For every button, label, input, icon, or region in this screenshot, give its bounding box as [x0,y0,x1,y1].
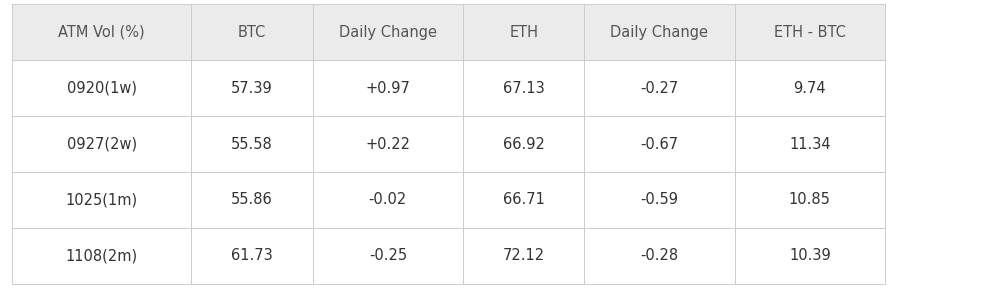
Text: -0.02: -0.02 [369,192,407,207]
Text: BTC: BTC [238,25,266,40]
Bar [313,60,463,116]
Bar [12,172,192,228]
Bar [735,172,885,228]
Text: Daily Change: Daily Change [339,25,436,40]
Bar [192,4,313,60]
Bar [313,116,463,172]
Text: ETH - BTC: ETH - BTC [774,25,846,40]
Text: -0.25: -0.25 [369,248,407,263]
Text: 1025(1m): 1025(1m) [66,192,138,207]
Bar [735,60,885,116]
Text: -0.28: -0.28 [640,248,679,263]
Text: 0920(1w): 0920(1w) [67,81,136,96]
Text: 10.39: 10.39 [789,248,831,263]
Bar [735,4,885,60]
Text: 10.85: 10.85 [789,192,831,207]
Bar [463,60,584,116]
Text: -0.67: -0.67 [640,137,679,151]
Bar [463,228,584,284]
Bar [735,228,885,284]
Bar [463,116,584,172]
Text: +0.97: +0.97 [366,81,411,96]
Text: 61.73: 61.73 [232,248,273,263]
Text: 1108(2m): 1108(2m) [66,248,138,263]
Bar [584,172,735,228]
Bar [192,60,313,116]
Bar [584,116,735,172]
Text: 0927(2w): 0927(2w) [67,137,137,151]
Text: ETH: ETH [509,25,538,40]
Text: +0.22: +0.22 [366,137,411,151]
Text: 66.71: 66.71 [503,192,545,207]
Bar [584,60,735,116]
Text: 67.13: 67.13 [503,81,545,96]
Bar [12,228,192,284]
Bar [313,172,463,228]
Text: -0.27: -0.27 [640,81,679,96]
Text: 55.86: 55.86 [232,192,273,207]
Text: 55.58: 55.58 [232,137,273,151]
Bar [584,4,735,60]
Text: 72.12: 72.12 [503,248,545,263]
Bar [735,116,885,172]
Bar [313,4,463,60]
Bar [463,4,584,60]
Bar [192,116,313,172]
Text: Daily Change: Daily Change [610,25,709,40]
Bar [12,4,192,60]
Bar [192,228,313,284]
Bar [313,228,463,284]
Bar [192,172,313,228]
Bar [12,116,192,172]
Bar [584,228,735,284]
Text: 9.74: 9.74 [793,81,826,96]
Bar [12,60,192,116]
Text: 66.92: 66.92 [503,137,545,151]
Text: ATM Vol (%): ATM Vol (%) [59,25,145,40]
Bar [463,172,584,228]
Text: 57.39: 57.39 [232,81,273,96]
Text: -0.59: -0.59 [640,192,679,207]
Text: 11.34: 11.34 [789,137,831,151]
